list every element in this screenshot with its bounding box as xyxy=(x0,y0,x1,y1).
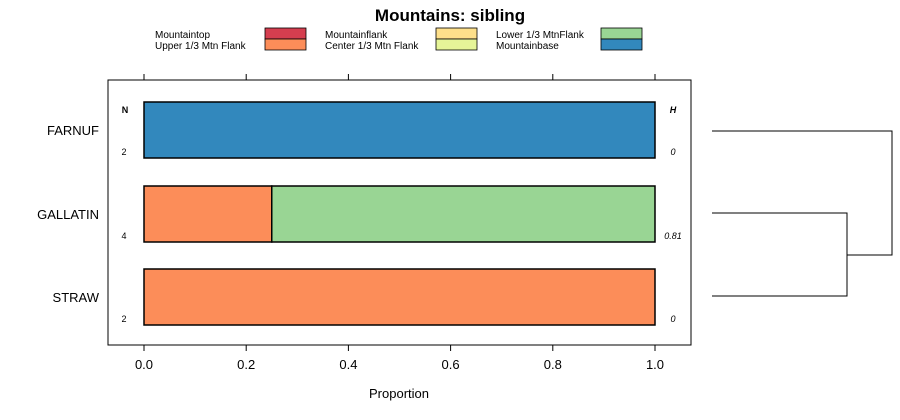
legend-swatch xyxy=(435,27,478,40)
legend-swatch xyxy=(264,38,307,51)
bar-segment xyxy=(143,101,656,159)
legend-swatch xyxy=(435,38,478,51)
n-value: 2 xyxy=(121,314,126,324)
h-header: H xyxy=(670,105,677,115)
x-tick-label: 0.0 xyxy=(135,357,153,372)
bar-segment xyxy=(143,185,273,243)
dendrogram-branch xyxy=(712,212,848,297)
legend-label: Center 1/3 Mtn Flank xyxy=(325,41,419,52)
x-tick-label: 0.6 xyxy=(442,357,460,372)
legend-swatch xyxy=(600,38,643,51)
dendrogram xyxy=(712,130,893,297)
dendrogram-branch xyxy=(712,130,893,256)
plot-frame xyxy=(107,79,692,346)
legend-swatch xyxy=(264,27,307,40)
legend-label: Mountaintop xyxy=(155,30,210,41)
n-value: 4 xyxy=(121,231,126,241)
chart-title: Mountains: sibling xyxy=(375,6,525,25)
n-header: N xyxy=(122,105,129,115)
h-value: 0.81 xyxy=(664,231,682,241)
n-value: 2 xyxy=(121,147,126,157)
x-tick-label: 0.2 xyxy=(237,357,255,372)
x-axis-label: Proportion xyxy=(369,386,429,401)
x-tick-label: 1.0 xyxy=(646,357,664,372)
legend-label: Upper 1/3 Mtn Flank xyxy=(155,41,247,52)
category-label: GALLATIN xyxy=(37,207,99,222)
x-tick-label: 0.4 xyxy=(339,357,357,372)
bottom-axis: 0.0 0.2 0.4 0.6 0.8 1.0 xyxy=(135,345,664,372)
legend-label: Mountainflank xyxy=(325,30,388,41)
legend-label: Mountainbase xyxy=(496,41,559,52)
top-axis xyxy=(143,74,656,80)
category-label: FARNUF xyxy=(47,123,99,138)
h-value: 0 xyxy=(670,147,675,157)
x-tick-label: 0.8 xyxy=(544,357,562,372)
legend-label: Lower 1/3 MtnFlank xyxy=(496,30,585,41)
category-label: STRAW xyxy=(53,290,100,305)
bar-segment xyxy=(143,268,656,326)
legend-swatch xyxy=(600,27,643,40)
bar-segment xyxy=(271,185,656,243)
bars: FARNUF 2 0 GALLATIN 4 0.81 STRAW 2 0 xyxy=(37,101,682,326)
h-value: 0 xyxy=(670,314,675,324)
